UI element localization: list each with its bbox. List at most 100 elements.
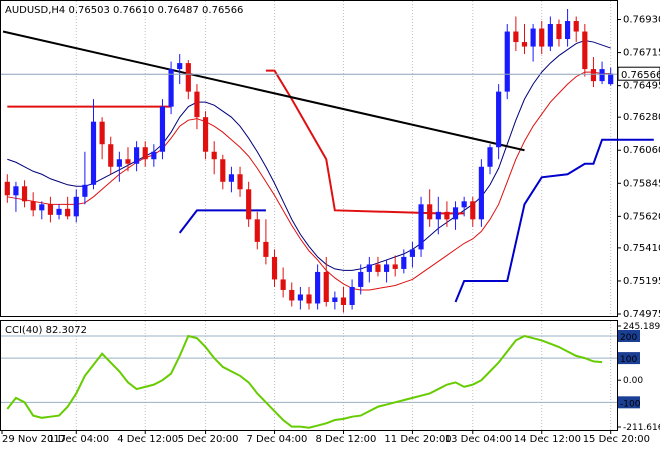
candle xyxy=(478,159,484,227)
candle xyxy=(539,21,545,55)
candle xyxy=(521,24,528,55)
candle-body xyxy=(349,286,355,305)
candle-body xyxy=(194,91,200,118)
candle-body xyxy=(151,151,157,160)
candle-body xyxy=(315,271,321,304)
candle xyxy=(401,249,407,274)
candle xyxy=(452,201,459,230)
candle xyxy=(237,166,243,197)
candle-body xyxy=(237,174,243,190)
candle-body xyxy=(452,207,459,220)
candle xyxy=(435,196,441,235)
candle xyxy=(427,189,433,227)
candle xyxy=(99,117,105,160)
candle xyxy=(220,154,226,190)
cci-tick-label: -211.616 xyxy=(623,423,660,433)
cci-lines xyxy=(6,334,603,429)
candle-body xyxy=(56,208,62,215)
cci-tick-label: 100 xyxy=(620,355,637,365)
candle-body xyxy=(556,24,562,40)
candle xyxy=(125,147,131,172)
candle xyxy=(82,151,88,205)
candle xyxy=(608,67,614,86)
candle xyxy=(56,204,62,220)
candle-body xyxy=(401,256,407,269)
candle-body xyxy=(608,73,614,85)
current-price-box xyxy=(617,66,660,81)
candle-body xyxy=(565,21,571,40)
candle-body xyxy=(366,264,372,272)
candle xyxy=(185,60,191,100)
candle-body xyxy=(332,297,338,302)
cci-level-box xyxy=(618,352,640,365)
candle-body xyxy=(271,256,278,280)
candle xyxy=(194,84,200,130)
candle-body xyxy=(340,297,347,305)
cci-title: CCI(40) 82.3072 xyxy=(5,325,87,336)
candle-body xyxy=(383,264,390,272)
candle xyxy=(116,151,122,182)
candle xyxy=(530,24,536,62)
candle-body xyxy=(202,117,209,152)
lower-step-line xyxy=(454,138,654,303)
time-tick-label: 8 Dec 12:00 xyxy=(315,434,376,445)
candle-body xyxy=(547,24,553,47)
candle xyxy=(590,57,597,88)
candle xyxy=(13,181,19,212)
candle-body xyxy=(65,208,71,217)
candle xyxy=(246,181,252,227)
candle xyxy=(409,241,416,268)
candle-body xyxy=(599,69,605,82)
cci-line xyxy=(6,334,603,429)
cci-level-box xyxy=(618,329,640,342)
price-tick-label: 0.74975 xyxy=(623,309,660,320)
candle xyxy=(228,166,235,193)
candle-body xyxy=(90,121,97,185)
candle-body xyxy=(504,31,510,92)
candle-body xyxy=(435,211,441,220)
candle xyxy=(47,196,53,223)
price-grid xyxy=(75,1,612,316)
candle xyxy=(375,256,381,277)
upper-step-line xyxy=(265,69,465,215)
candle xyxy=(73,189,79,223)
candle xyxy=(582,24,588,77)
candle xyxy=(358,264,364,295)
price-tick-label: 0.75845 xyxy=(623,178,660,189)
price-tick-label: 0.75195 xyxy=(623,276,660,287)
time-tick-label: 15 Dec 20:00 xyxy=(583,434,650,445)
candle-body xyxy=(177,63,183,70)
candle xyxy=(513,16,519,52)
time-tick-label: 4 Dec 12:00 xyxy=(117,434,178,445)
fast-ma-line xyxy=(7,71,611,291)
candle xyxy=(151,144,157,167)
candle xyxy=(90,99,97,190)
candle-body xyxy=(521,42,528,47)
candle-body xyxy=(211,151,217,160)
candle xyxy=(332,291,338,310)
candle-body xyxy=(539,28,545,47)
candle-body xyxy=(573,21,579,32)
candle xyxy=(461,196,467,217)
cci-level-box xyxy=(618,396,640,409)
candle-body xyxy=(159,106,166,152)
candle-body xyxy=(289,289,295,301)
candle-body xyxy=(392,264,398,269)
candle xyxy=(504,24,510,100)
candle xyxy=(383,259,390,283)
candle-body xyxy=(263,241,269,257)
candle-body xyxy=(82,184,88,197)
candle xyxy=(349,279,355,310)
candle xyxy=(547,16,553,52)
candle xyxy=(573,16,579,43)
candle-body xyxy=(496,91,502,148)
candle xyxy=(418,196,424,257)
candle xyxy=(263,219,269,265)
candle xyxy=(306,286,312,310)
candle-body xyxy=(228,174,235,182)
current-price-label: 0.76566 xyxy=(621,70,660,81)
